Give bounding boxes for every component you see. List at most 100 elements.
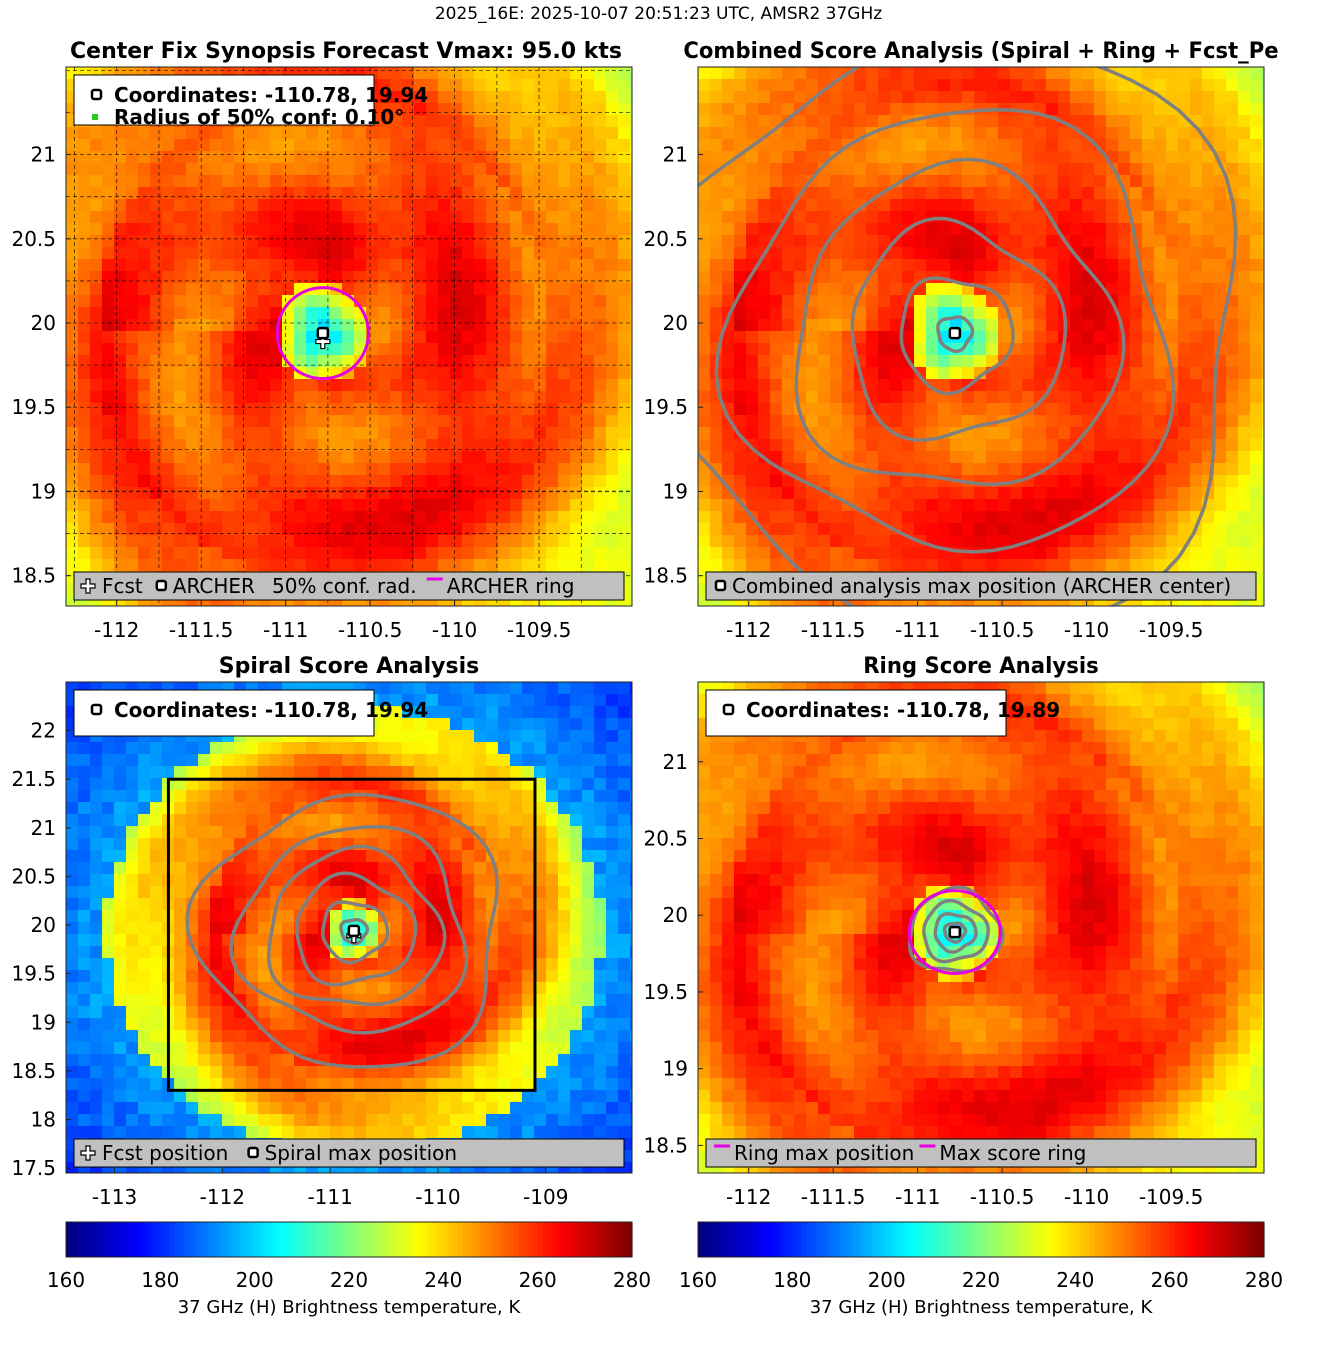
legend-label: ARCHER: [173, 574, 255, 598]
panel-title: Ring Score Analysis: [863, 654, 1099, 679]
colorbar-tick-label: 180: [141, 1268, 179, 1292]
legend: Fcst position Spiral max position: [73, 1138, 625, 1168]
y-tick-label: 20.5: [11, 864, 56, 888]
y-tick-label: 19: [663, 479, 688, 503]
y-tick-label: 20.5: [11, 227, 56, 251]
colorbar-tick-label: 260: [1151, 1268, 1189, 1292]
axis-ticks: -112 -111.5 -111 -110.5 -110 -109.5 21 20.5 20 19…: [643, 750, 1203, 1209]
x-tick-label: -109.5: [1139, 1185, 1203, 1209]
center-key-icon: [90, 703, 103, 716]
y-tick-label: 18.5: [11, 564, 56, 588]
y-tick-label: 20: [663, 311, 688, 335]
axis-ticks: -112 -111.5 -111 -110.5 -110 -109.5 21 20.5 20 19…: [643, 143, 1203, 642]
legend: Combined analysis max position (ARCHER c…: [705, 571, 1257, 601]
panel-subtitle: Forecast Vmax: 95.0 kts: [322, 39, 622, 64]
x-tick-label: -112: [200, 1185, 245, 1209]
colorbar-tick-label: 200: [236, 1268, 274, 1292]
x-tick-label: -111.5: [801, 618, 865, 642]
panel-spiral: Coordinates: -110.78, 19.94 Fcst position…: [11, 654, 633, 1209]
colorbar-1: 160 180 200 220 240 260 280 37 GHz (H) Brightne…: [47, 1221, 651, 1318]
confidence-key-icon: [92, 114, 98, 120]
x-tick-label: -111: [895, 1185, 940, 1209]
colorbar-tick-label: 240: [1056, 1268, 1094, 1292]
x-tick-label: -111.5: [169, 618, 233, 642]
legend-label: Combined analysis max position (ARCHER c…: [732, 574, 1231, 598]
legend-label: Max score ring: [939, 1141, 1086, 1165]
x-tick-label: -110.5: [970, 1185, 1034, 1209]
y-tick-label: 18.5: [643, 564, 688, 588]
info-line: Coordinates: -110.78, 19.94: [114, 83, 428, 107]
y-tick-label: 21: [663, 750, 688, 774]
y-tick-label: 19: [31, 1010, 56, 1034]
x-tick-label: -111: [263, 618, 308, 642]
colorbar-tick-label: 280: [613, 1268, 651, 1292]
x-tick-label: -110: [415, 1185, 460, 1209]
max-score-ring: [275, 286, 370, 381]
y-tick-label: 21: [31, 143, 56, 167]
y-tick-label: 20: [663, 903, 688, 927]
colorbar-tick-label: 160: [679, 1268, 717, 1292]
colorbar-tick-label: 220: [330, 1268, 368, 1292]
x-tick-label: -111.5: [801, 1185, 865, 1209]
y-tick-label: 21.5: [11, 767, 56, 791]
y-tick-label: 22: [31, 719, 56, 743]
colorbar-tick-label: 200: [868, 1268, 906, 1292]
x-tick-label: -112: [726, 618, 771, 642]
brightness-field: [66, 682, 632, 1173]
colorbar-label: 37 GHz (H) Brightness temperature, K: [810, 1297, 1154, 1318]
y-tick-label: 20.5: [643, 827, 688, 851]
coordinates-box: Coordinates: -110.78, 19.89: [705, 689, 1060, 737]
forecast-position-marker: [315, 333, 331, 350]
x-tick-label: -110.5: [970, 618, 1034, 642]
coordinates-box: Coordinates: -110.78, 19.94: [73, 689, 428, 737]
y-tick-label: 19.5: [643, 395, 688, 419]
axis-ticks: -113 -112 -111 -110 -109 22 21.5 21 20.5 20 19.5 19…: [11, 719, 568, 1209]
x-tick-label: -110.5: [338, 618, 402, 642]
colorbar-tick-label: 240: [424, 1268, 462, 1292]
y-tick-label: 18.5: [643, 1133, 688, 1157]
y-tick-label: 21: [663, 143, 688, 167]
brightness-field: [66, 67, 632, 606]
colorbar-tick-label: 160: [47, 1268, 85, 1292]
colorbar-tick-label: 280: [1245, 1268, 1283, 1292]
colorbar-tick-label: 220: [962, 1268, 1000, 1292]
y-tick-label: 17.5: [11, 1156, 56, 1180]
colorbar-tick-label: 260: [519, 1268, 557, 1292]
x-tick-label: -112: [94, 618, 139, 642]
center-marker: [347, 924, 361, 938]
brightness-field: [698, 682, 1264, 1173]
lat-lon-grid: [66, 67, 632, 606]
x-tick-label: -110: [1064, 618, 1109, 642]
x-tick-label: -109.5: [1139, 618, 1203, 642]
y-tick-label: 20.5: [643, 227, 688, 251]
colorbar-label: 37 GHz (H) Brightness temperature, K: [178, 1297, 522, 1318]
panel-title: Center Fix Synopsis: [70, 39, 316, 64]
brightness-field: [698, 67, 1264, 606]
panel-title: Spiral Score Analysis: [219, 654, 479, 679]
y-tick-label: 20: [31, 913, 56, 937]
colorbar-tick-label: 180: [773, 1268, 811, 1292]
center-marker: [316, 326, 330, 340]
legend-label: ARCHER ring: [447, 574, 575, 598]
score-contours: [698, 67, 1238, 606]
score-contours: [185, 792, 499, 1069]
center-marker: [948, 925, 962, 939]
center-key-icon: [247, 1146, 259, 1159]
y-tick-label: 19.5: [11, 395, 56, 419]
colorbar-2: 160 180 200 220 240 260 280 37 GHz (H) Brightne…: [679, 1221, 1283, 1318]
search-box: [166, 777, 537, 1092]
legend: Fcst ARCHER 50% conf. rad. ARCHER ring: [73, 571, 625, 601]
legend-label: Ring max position: [734, 1141, 914, 1165]
x-tick-label: -109.5: [507, 618, 571, 642]
legend-label: Spiral max position: [265, 1141, 458, 1165]
y-tick-label: 19.5: [643, 980, 688, 1004]
y-tick-label: 19: [31, 479, 56, 503]
center-marker: [948, 326, 962, 340]
x-tick-label: -111: [895, 618, 940, 642]
info-line: Coordinates: -110.78, 19.94: [114, 698, 428, 722]
panel-title: Combined Score Analysis (Spiral + Ring +…: [683, 39, 1278, 64]
y-tick-label: 20: [31, 311, 56, 335]
